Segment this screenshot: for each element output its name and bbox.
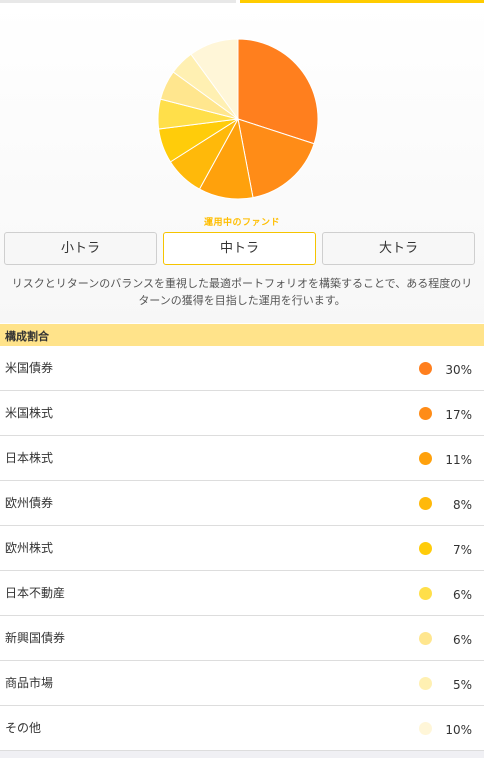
- allocation-row: 欧州株式 7%: [0, 526, 484, 571]
- asset-percent: 8%: [452, 498, 472, 512]
- asset-name: 欧州債券: [5, 496, 54, 510]
- fund-button-large[interactable]: 大トラ: [322, 232, 475, 265]
- asset-name: 日本不動産: [5, 586, 66, 600]
- legend-dot: [419, 722, 432, 735]
- pie-slice: [237, 38, 319, 145]
- bottom-strip: [0, 751, 484, 758]
- legend-dot: [419, 362, 432, 375]
- asset-percent: 6%: [452, 633, 472, 647]
- asset-percent: 30%: [445, 363, 472, 377]
- allocation-section-header: 構成割合: [0, 324, 484, 346]
- tab-indicator-inactive[interactable]: [0, 0, 236, 3]
- pie-slice: [190, 38, 239, 121]
- fund-description-line: ターンの獲得を目指した運用を行います。: [138, 294, 346, 307]
- legend-dot: [419, 587, 432, 600]
- legend-dot: [419, 677, 432, 690]
- pie-slice: [237, 118, 315, 199]
- legend-dot: [419, 407, 432, 420]
- asset-percent: 7%: [452, 543, 472, 557]
- allocation-row: 日本不動産 6%: [0, 571, 484, 616]
- asset-name: 日本株式: [5, 451, 54, 465]
- legend-dot: [419, 497, 432, 510]
- asset-percent: 5%: [452, 678, 472, 692]
- asset-percent: 11%: [445, 453, 472, 467]
- asset-percent: 17%: [445, 408, 472, 422]
- legend-dot: [419, 542, 432, 555]
- allocation-row: 欧州債券 8%: [0, 481, 484, 526]
- fund-button-medium[interactable]: 中トラ: [163, 232, 316, 265]
- allocation-header-label: 構成割合: [5, 330, 49, 343]
- allocation-row: 商品市場 5%: [0, 661, 484, 706]
- top-tab-bar: [0, 0, 484, 3]
- allocation-list: 米国債券 30% 米国株式 17% 日本株式 11% 欧州債券 8% 欧州株式 …: [0, 346, 484, 751]
- fund-description-line: リスクとリターンのバランスを重視した最適ポートフォリオを構築することで、ある程度…: [11, 277, 473, 290]
- asset-name: 新興国債券: [5, 631, 66, 645]
- fund-description: リスクとリターンのバランスを重視した最適ポートフォリオを構築することで、ある程度…: [0, 275, 484, 309]
- current-fund-label: 運用中のファンド: [203, 218, 280, 228]
- allocation-row: 米国債券 30%: [0, 346, 484, 391]
- allocation-row: 新興国債券 6%: [0, 616, 484, 661]
- legend-dot: [419, 452, 432, 465]
- allocation-row: 日本株式 11%: [0, 436, 484, 481]
- fund-button-small[interactable]: 小トラ: [4, 232, 157, 265]
- allocation-row: その他 10%: [0, 706, 484, 751]
- fund-hero: 運用中のファンド 小トラ 中トラ 大トラ リスクとリターンのバランスを重視した最…: [0, 3, 484, 323]
- asset-name: その他: [5, 721, 42, 735]
- legend-dot: [419, 632, 432, 645]
- asset-name: 欧州株式: [5, 541, 54, 555]
- asset-percent: 10%: [445, 723, 472, 737]
- asset-percent: 6%: [452, 588, 472, 602]
- asset-name: 商品市場: [5, 676, 54, 690]
- asset-name: 米国株式: [5, 406, 54, 420]
- tab-indicator-active[interactable]: [240, 0, 484, 3]
- asset-name: 米国債券: [5, 361, 54, 375]
- allocation-pie-chart: [157, 38, 319, 200]
- allocation-row: 米国株式 17%: [0, 391, 484, 436]
- fund-selector: 小トラ 中トラ 大トラ: [4, 232, 480, 266]
